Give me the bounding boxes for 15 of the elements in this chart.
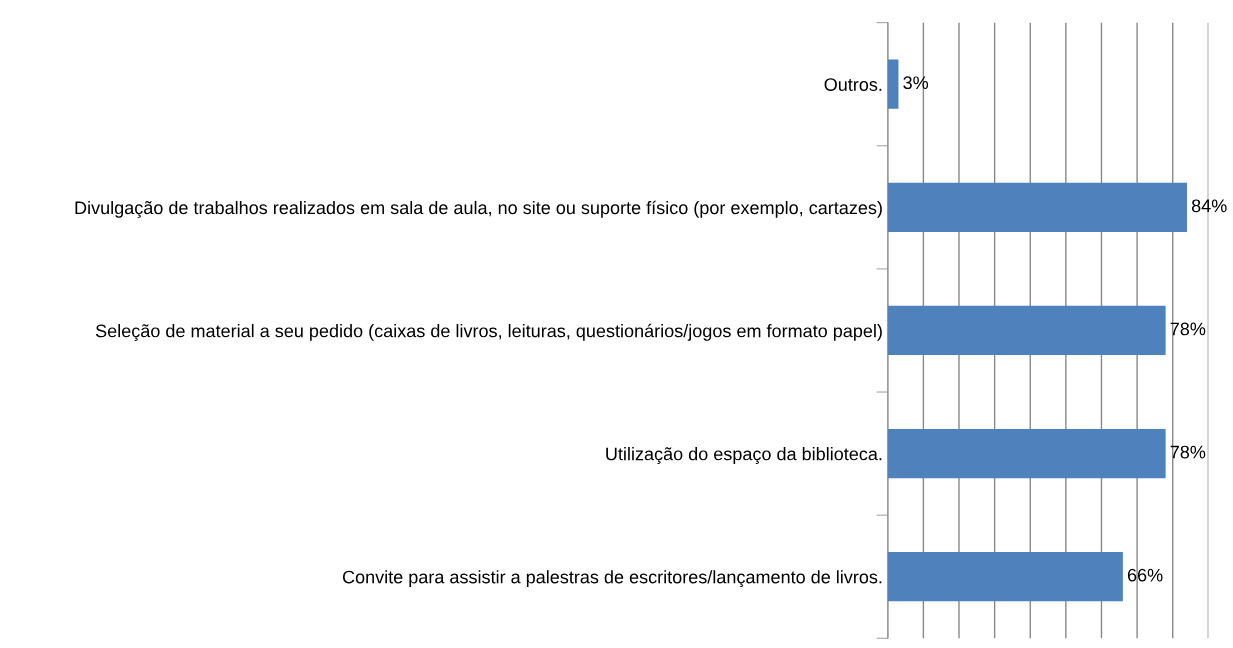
bar — [887, 552, 1123, 602]
data-label: 78% — [1170, 322, 1206, 336]
data-label: 3% — [903, 76, 929, 90]
bar — [887, 305, 1166, 356]
bar — [887, 59, 899, 109]
y-tick-label: Outros. — [824, 78, 882, 91]
y-tick-label: Seleção de material a seu pedido (caixas de livros, leituras, questionários/jogos em formato papel) — [95, 323, 882, 341]
y-tick-label: Convite para assistir a palestras de escritores/lançamento de livros. — [342, 570, 882, 588]
bar — [887, 182, 1187, 232]
bar — [887, 428, 1166, 479]
data-label: 66% — [1127, 568, 1163, 582]
data-label: 84% — [1191, 199, 1227, 213]
data-label: 78% — [1170, 445, 1206, 459]
y-tick-label: Divulgação de trabalhos realizados em sala de aula, no site ou suporte físico (por exemplo, cartazes) — [75, 200, 882, 218]
y-tick-label: Utilização do espaço da biblioteca. — [606, 447, 882, 464]
